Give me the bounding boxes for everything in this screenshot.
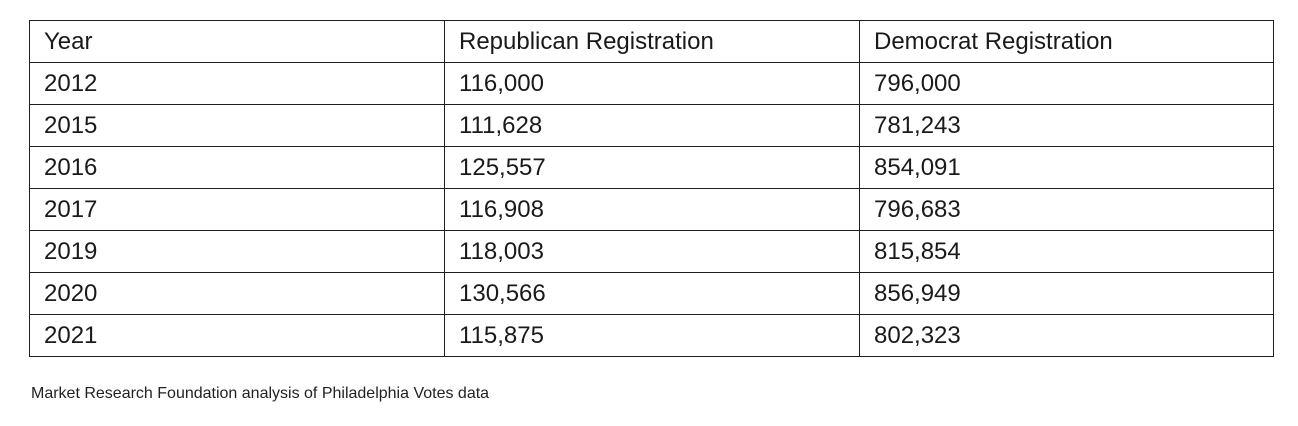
table-row: 2019 118,003 815,854 [29,230,1274,273]
table-row: 2015 111,628 781,243 [29,104,1274,147]
year-cell: 2015 [29,104,445,147]
republican-registration-cell: 116,000 [444,62,860,105]
table-header-row: Year Republican Registration Democrat Re… [29,20,1274,63]
democrat-registration-cell: 802,323 [859,314,1274,357]
table-row: 2021 115,875 802,323 [29,314,1274,357]
year-cell: 2012 [29,62,445,105]
democrat-registration-cell: 781,243 [859,104,1274,147]
democrat-registration-cell: 815,854 [859,230,1274,273]
year-cell: 2019 [29,230,445,273]
democrat-registration-cell: 796,683 [859,188,1274,231]
year-cell: 2016 [29,146,445,189]
republican-registration-cell: 116,908 [444,188,860,231]
table-row: 2016 125,557 854,091 [29,146,1274,189]
republican-registration-cell: 130,566 [444,272,860,315]
table-row: 2020 130,566 856,949 [29,272,1274,315]
registration-table-container: Year Republican Registration Democrat Re… [29,20,1274,357]
democrat-registration-cell: 854,091 [859,146,1274,189]
republican-registration-cell: 115,875 [444,314,860,357]
republican-registration-cell: 111,628 [444,104,860,147]
year-cell: 2020 [29,272,445,315]
democrat-registration-cell: 796,000 [859,62,1274,105]
column-header-republican-registration: Republican Registration [444,20,860,63]
table-row: 2017 116,908 796,683 [29,188,1274,231]
year-cell: 2021 [29,314,445,357]
table-row: 2012 116,000 796,000 [29,62,1274,105]
source-note: Market Research Foundation analysis of P… [31,385,490,402]
year-cell: 2017 [29,188,445,231]
registration-table: Year Republican Registration Democrat Re… [29,20,1274,357]
table-header: Year Republican Registration Democrat Re… [29,20,1274,63]
column-header-democrat-registration: Democrat Registration [859,20,1274,63]
democrat-registration-cell: 856,949 [859,272,1274,315]
column-header-year: Year [29,20,445,63]
table-body: 2012 116,000 796,000 2015 111,628 781,24… [29,62,1274,357]
republican-registration-cell: 125,557 [444,146,860,189]
republican-registration-cell: 118,003 [444,230,860,273]
